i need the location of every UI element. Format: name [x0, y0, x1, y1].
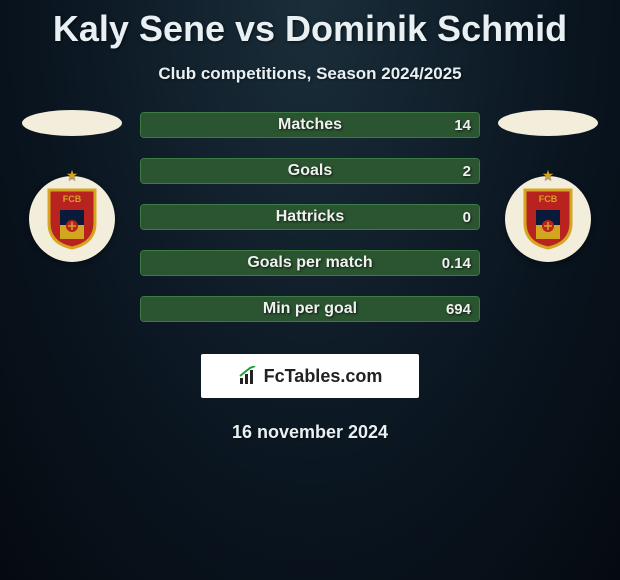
- star-icon: ★: [66, 167, 79, 184]
- club-badge-right: ★ FCB: [505, 176, 591, 262]
- stat-label: Goals: [288, 162, 332, 180]
- shield-icon: FCB: [522, 188, 574, 250]
- stat-row: Goals per match 0.14: [140, 250, 480, 276]
- stat-label: Hattricks: [276, 208, 344, 226]
- svg-text:FCB: FCB: [63, 194, 82, 204]
- stat-label: Matches: [278, 116, 342, 134]
- stat-value-right: 694: [446, 301, 471, 318]
- svg-text:FCB: FCB: [539, 194, 558, 204]
- stat-value-right: 14: [454, 117, 471, 134]
- chart-icon: [238, 366, 260, 386]
- stat-value-right: 0.14: [442, 255, 471, 272]
- stat-label: Min per goal: [263, 300, 357, 318]
- club-circle: FCB: [29, 176, 115, 262]
- brand-label: FcTables.com: [264, 366, 383, 387]
- player-right-column: ★ FCB: [498, 112, 598, 262]
- stat-value-right: 0: [463, 209, 471, 226]
- stats-list: Matches 14 Goals 2 Hattricks 0 Goals per match…: [140, 112, 480, 322]
- stat-row: Goals 2: [140, 158, 480, 184]
- club-badge-left: ★ FCB: [29, 176, 115, 262]
- date-label: 16 november 2024: [0, 422, 620, 443]
- club-circle: FCB: [505, 176, 591, 262]
- stat-value-right: 2: [463, 163, 471, 180]
- player-left-column: ★ FCB: [22, 112, 122, 262]
- subtitle: Club competitions, Season 2024/2025: [0, 64, 620, 84]
- stat-row: Hattricks 0: [140, 204, 480, 230]
- comparison-block: ★ FCB Matches 14 Goals 2 Hattricks 0 Goals per…: [0, 112, 620, 322]
- star-icon: ★: [542, 167, 555, 184]
- player-left-oval: [22, 110, 122, 136]
- stat-row: Matches 14: [140, 112, 480, 138]
- stat-row: Min per goal 694: [140, 296, 480, 322]
- shield-icon: FCB: [46, 188, 98, 250]
- page-title: Kaly Sene vs Dominik Schmid: [0, 0, 620, 50]
- brand-badge: FcTables.com: [201, 354, 419, 398]
- stat-label: Goals per match: [247, 254, 372, 272]
- player-right-oval: [498, 110, 598, 136]
